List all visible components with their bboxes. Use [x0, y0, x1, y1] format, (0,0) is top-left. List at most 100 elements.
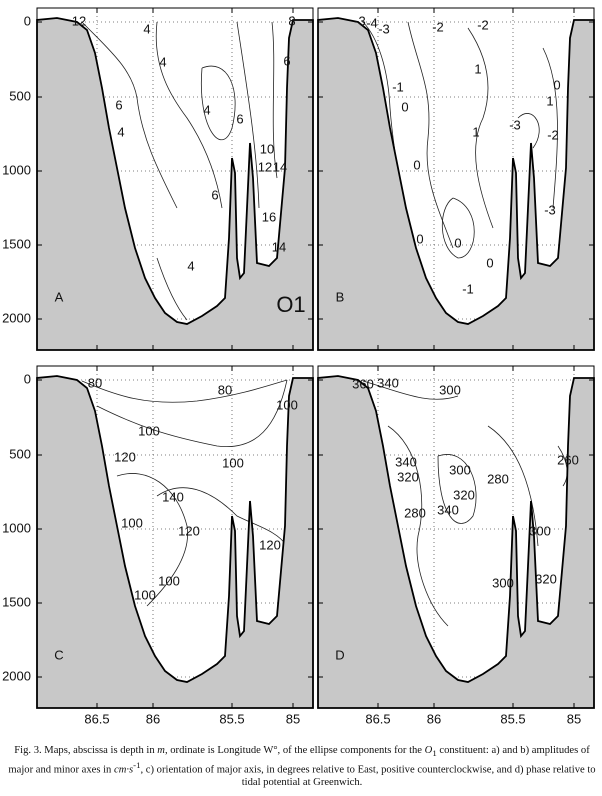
contour-line: [407, 21, 454, 249]
contour-label: 260: [557, 452, 579, 467]
contour-label: 340: [437, 502, 459, 517]
caption-text: O: [424, 745, 433, 756]
panel-frame: [317, 365, 595, 709]
caption: Fig. 3. Maps, abscissa is depth in m, or…: [8, 745, 596, 789]
contour-label: 14: [273, 159, 287, 174]
contour-label: -3: [509, 117, 521, 132]
x-tick-label: 85: [567, 711, 581, 726]
contour-label: -3: [544, 202, 556, 217]
contour-line: [200, 65, 236, 141]
contour-label: 340: [377, 375, 399, 390]
contour-label: 4: [159, 54, 166, 69]
contour-line: [387, 425, 449, 627]
contour-line: [116, 473, 189, 607]
contour-label: -4: [366, 15, 378, 30]
contour-label: 6: [211, 187, 218, 202]
contour-label: 12: [72, 13, 86, 28]
contour-label: 6: [236, 111, 243, 126]
contour-label: 1: [546, 93, 553, 108]
contour-label: 4: [187, 258, 194, 273]
contour-line: [81, 379, 288, 403]
contour-label: 1: [474, 61, 481, 76]
contour-label: 10: [260, 141, 274, 156]
contour-label: 140: [162, 489, 184, 504]
contour-label: 340: [395, 454, 417, 469]
contour-label: 100: [222, 455, 244, 470]
y-tick-label: 1500: [2, 236, 31, 251]
contour-line: [437, 454, 477, 524]
contour-label: 12: [258, 159, 272, 174]
contour-label: -2: [432, 19, 444, 34]
x-tick-label: 86.5: [84, 711, 109, 726]
contour-label: -2: [477, 17, 489, 32]
contour-label: 6: [283, 53, 290, 68]
panel-letter: A: [55, 289, 64, 304]
contour-label: 300: [439, 382, 461, 397]
x-tick-label: 86.5: [365, 711, 390, 726]
y-tick-label: 0: [24, 13, 31, 28]
contour-label: 120: [114, 449, 136, 464]
contour-label: -1: [392, 79, 404, 94]
caption-text: Fig. 3. Maps, abscissa is depth in: [14, 745, 158, 756]
contour-label: 320: [453, 487, 475, 502]
caption-text: constituent: a) and b) amplitudes of maj…: [8, 745, 590, 776]
x-tick-label: 85: [286, 711, 300, 726]
contour-line: [517, 113, 540, 149]
contour-label: 1: [472, 124, 479, 139]
contour-label: 320: [397, 469, 419, 484]
contour-label: -2: [547, 127, 559, 142]
contour-line: [271, 21, 278, 179]
bathymetry: [317, 17, 595, 351]
caption-text: m: [157, 745, 165, 756]
contour-label: 300: [449, 462, 471, 477]
bathymetry: [317, 375, 595, 709]
contour-label: 280: [404, 505, 426, 520]
contour-line: [441, 197, 475, 259]
contour-label: 4: [143, 21, 150, 36]
contour-label: 100: [138, 423, 160, 438]
panel-letter: C: [54, 647, 63, 662]
x-tick-label: 86: [427, 711, 441, 726]
contour-label: 300: [492, 575, 514, 590]
contour-label: 120: [178, 523, 200, 538]
contour-line: [467, 27, 494, 229]
y-tick-label: 500: [9, 446, 31, 461]
contour-line: [362, 380, 459, 400]
contour-line: [542, 47, 558, 209]
contour-label: 6: [115, 97, 122, 112]
contour-label: 4: [203, 102, 210, 117]
y-tick-label: 2000: [2, 668, 31, 683]
caption-text: cm·s: [114, 764, 134, 776]
contour-label: -3: [354, 13, 366, 28]
contour-label: 0: [413, 157, 420, 172]
contour-label: -3: [378, 21, 390, 36]
y-tick-label: 1000: [2, 520, 31, 535]
contour-label: 80: [88, 375, 102, 390]
y-tick-label: 1000: [2, 162, 31, 177]
panel-tag: O1: [276, 292, 305, 317]
contour-label: 120: [259, 537, 281, 552]
contour-label: 0: [486, 255, 493, 270]
y-tick-label: 500: [9, 88, 31, 103]
panel-frame: [317, 7, 595, 351]
panel-letter: D: [335, 647, 344, 662]
contour-label: 14: [272, 239, 286, 254]
contour-label: 100: [134, 587, 156, 602]
contour-line: [487, 425, 539, 547]
contour-label: 280: [487, 471, 509, 486]
caption-text: 1: [432, 748, 437, 759]
bathymetry: [36, 375, 314, 709]
contour-label: 0: [401, 99, 408, 114]
panel-letter: B: [336, 289, 345, 304]
contour-label: -1: [462, 281, 474, 296]
contour-label: 100: [158, 573, 180, 588]
contour-label: 100: [121, 515, 143, 530]
y-tick-label: 0: [24, 371, 31, 386]
contour-line: [156, 257, 188, 321]
panel-frame: [36, 7, 314, 351]
y-tick-label: 2000: [2, 310, 31, 325]
